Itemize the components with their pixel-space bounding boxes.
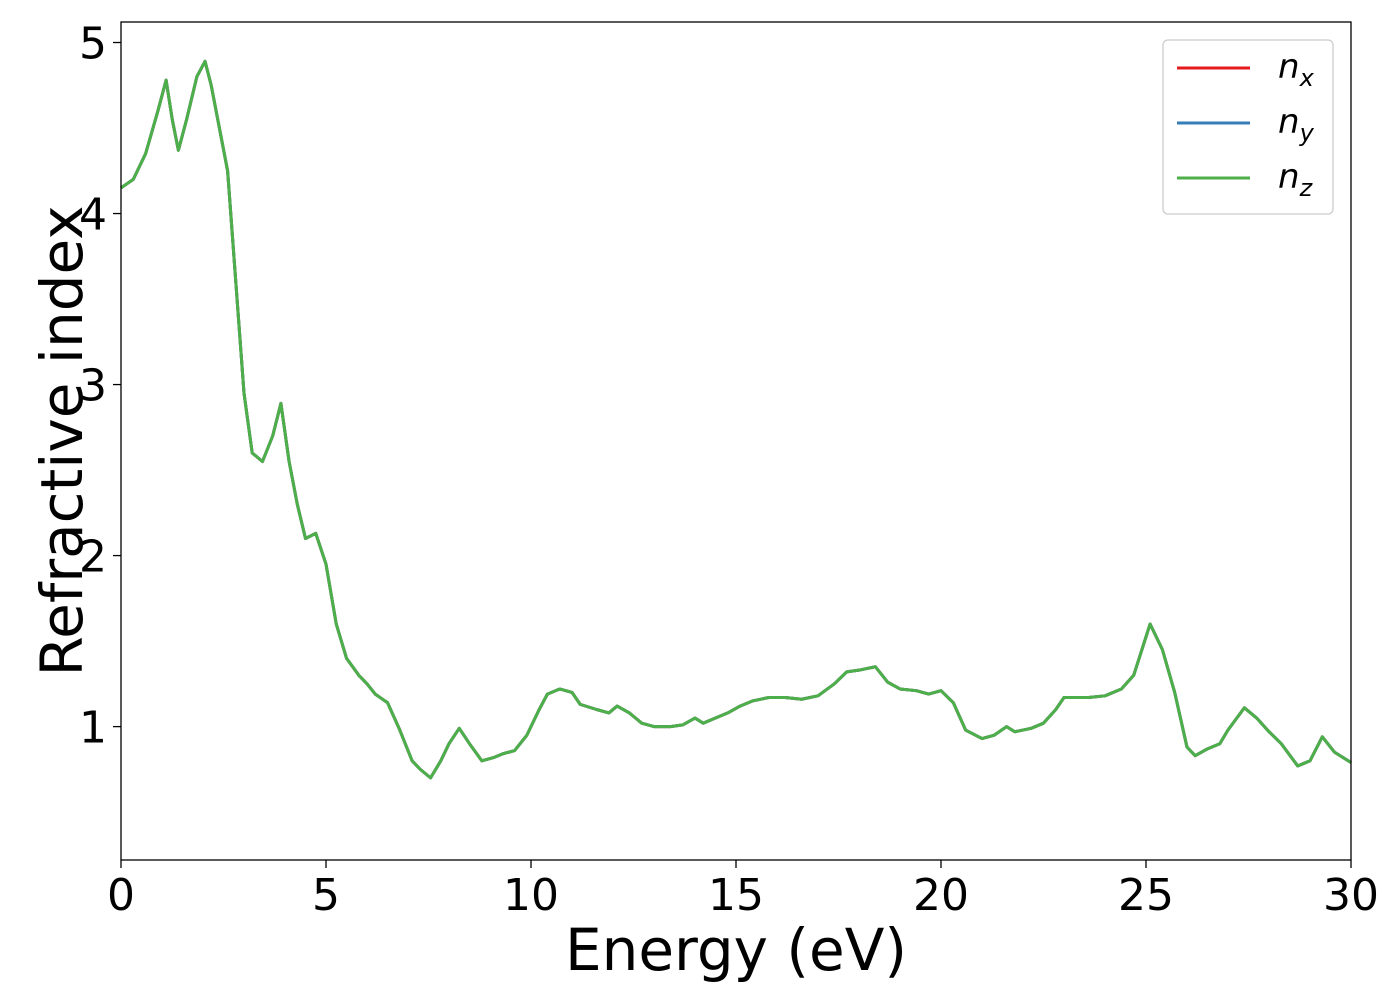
x-tick-label: 30 xyxy=(1323,870,1379,921)
y-tick-label: 2 xyxy=(79,532,107,583)
x-tick-label: 20 xyxy=(913,870,969,921)
y-tick-label: 4 xyxy=(79,190,107,241)
x-tick-label: 5 xyxy=(312,870,340,921)
legend-label-n-z: nz xyxy=(1278,157,1314,202)
series-line-n-z xyxy=(120,59,1352,780)
x-axis: 0 5 10 15 20 25 30 xyxy=(107,860,1379,921)
x-axis-title: Energy (eV) xyxy=(565,916,907,984)
legend-label-n-x: nx xyxy=(1278,47,1315,92)
legend-box xyxy=(1162,39,1334,215)
x-tick-label: 10 xyxy=(503,870,559,921)
y-tick-label: 1 xyxy=(79,703,107,754)
x-tick-label: 0 xyxy=(107,870,135,921)
y-axis-title: Refractive index xyxy=(28,205,96,676)
y-tick-label: 5 xyxy=(79,19,107,70)
x-tick-label: 25 xyxy=(1118,870,1174,921)
series-lines xyxy=(120,59,1352,780)
x-tick-label: 15 xyxy=(708,870,764,921)
legend-label-n-y: ny xyxy=(1278,102,1315,147)
legend: nx ny nz xyxy=(1162,39,1334,215)
y-tick-label: 3 xyxy=(79,361,107,412)
y-axis: 1 2 3 4 5 xyxy=(79,19,121,754)
